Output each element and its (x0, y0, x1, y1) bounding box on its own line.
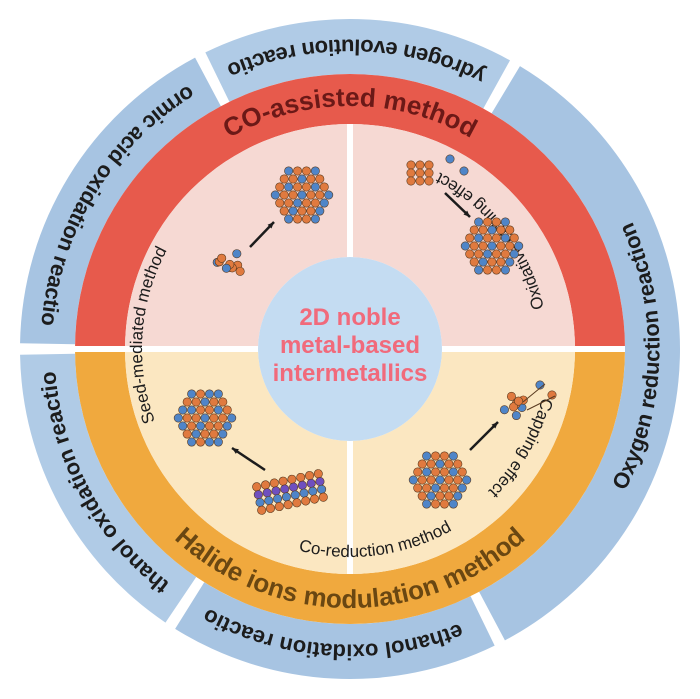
center-label: intermetallics (273, 360, 428, 387)
circular-infographic: { "canvas":{"width":700,"height":699,"cx… (0, 0, 700, 699)
center-label: metal-based (280, 332, 420, 359)
center-label: 2D noble (299, 304, 400, 331)
